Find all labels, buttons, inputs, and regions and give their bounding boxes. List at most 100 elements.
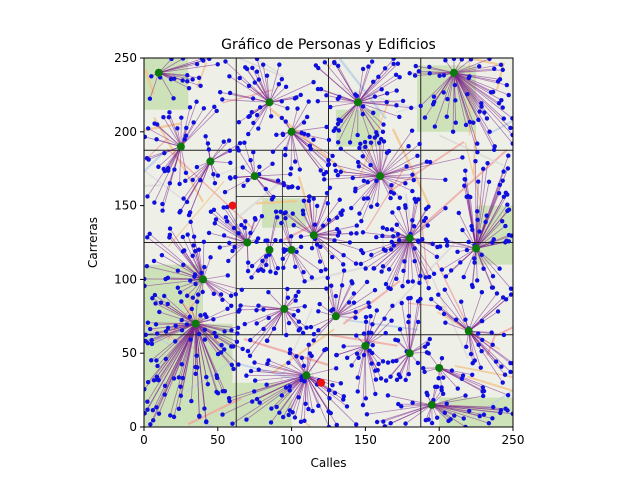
person-link bbox=[254, 362, 307, 376]
person-link bbox=[238, 150, 256, 177]
person-point bbox=[356, 164, 362, 169]
person-point bbox=[477, 64, 482, 69]
person-point bbox=[188, 219, 193, 225]
person-point bbox=[508, 125, 513, 131]
person-link bbox=[313, 205, 318, 236]
person-point bbox=[194, 61, 200, 67]
person-point bbox=[368, 162, 373, 168]
person-point bbox=[321, 223, 326, 228]
person-point bbox=[339, 283, 345, 288]
person-point bbox=[376, 361, 381, 367]
person-point bbox=[249, 109, 254, 115]
person-point bbox=[301, 198, 307, 204]
person-link bbox=[405, 353, 411, 380]
person-link bbox=[195, 323, 198, 356]
person-point bbox=[468, 58, 474, 62]
person-point bbox=[327, 185, 333, 191]
person-link bbox=[190, 323, 197, 402]
person-point bbox=[463, 393, 468, 398]
person-point bbox=[296, 319, 302, 324]
person-point bbox=[264, 73, 270, 78]
person-point bbox=[444, 401, 449, 406]
person-point bbox=[363, 314, 369, 320]
person-point bbox=[410, 172, 415, 177]
person-link bbox=[215, 219, 248, 243]
person-link bbox=[338, 101, 359, 121]
person-point bbox=[388, 195, 393, 201]
person-link bbox=[306, 375, 357, 425]
person-point bbox=[356, 355, 361, 360]
person-point bbox=[432, 124, 438, 129]
person-point bbox=[456, 210, 462, 216]
person-point bbox=[354, 422, 359, 427]
person-link bbox=[283, 308, 287, 336]
person-point bbox=[442, 410, 447, 416]
building-point bbox=[309, 231, 318, 240]
person-point bbox=[436, 292, 441, 297]
person-point bbox=[341, 344, 346, 349]
person-link bbox=[169, 237, 204, 280]
person-point bbox=[152, 292, 158, 298]
person-point bbox=[501, 194, 507, 199]
person-link bbox=[444, 289, 470, 332]
person-link bbox=[379, 152, 388, 177]
person-point bbox=[374, 130, 379, 135]
person-point bbox=[279, 220, 284, 226]
person-point bbox=[222, 347, 227, 352]
person-point bbox=[403, 377, 408, 383]
person-link bbox=[374, 137, 381, 177]
person-point bbox=[479, 104, 484, 109]
person-point bbox=[418, 103, 423, 109]
person-point bbox=[214, 373, 219, 378]
person-link bbox=[252, 374, 307, 402]
person-point bbox=[163, 276, 168, 282]
person-point bbox=[501, 169, 506, 174]
person-point bbox=[439, 267, 445, 272]
person-point bbox=[245, 177, 250, 183]
person-point bbox=[466, 239, 471, 245]
person-point bbox=[280, 414, 286, 420]
person-point bbox=[165, 325, 171, 331]
person-point bbox=[221, 205, 226, 210]
person-point bbox=[247, 353, 253, 359]
person-point bbox=[225, 273, 231, 278]
person-link bbox=[379, 130, 413, 177]
person-point bbox=[249, 399, 255, 404]
street-line bbox=[302, 265, 368, 284]
person-point bbox=[407, 71, 412, 76]
person-point bbox=[145, 126, 151, 131]
person-point bbox=[479, 101, 484, 106]
person-point bbox=[363, 266, 368, 271]
person-link bbox=[364, 146, 381, 177]
person-link bbox=[183, 264, 204, 280]
person-point bbox=[491, 404, 496, 410]
person-point bbox=[228, 160, 233, 165]
person-point bbox=[443, 274, 449, 279]
person-point bbox=[292, 415, 298, 420]
person-point bbox=[422, 115, 428, 120]
street-line bbox=[297, 176, 313, 219]
person-point bbox=[309, 275, 315, 280]
person-point bbox=[353, 315, 358, 320]
person-point bbox=[364, 412, 370, 417]
person-point bbox=[202, 264, 207, 270]
person-point bbox=[506, 92, 511, 98]
person-link bbox=[468, 330, 497, 362]
person-point bbox=[426, 417, 431, 422]
person-point bbox=[420, 237, 425, 242]
person-point bbox=[160, 208, 165, 213]
person-point bbox=[263, 238, 268, 243]
person-point bbox=[353, 309, 358, 315]
person-point bbox=[189, 306, 195, 312]
person-point bbox=[172, 167, 177, 172]
person-point bbox=[505, 166, 511, 171]
person-link bbox=[210, 140, 230, 162]
person-point bbox=[403, 205, 408, 211]
person-point bbox=[500, 105, 505, 110]
person-point bbox=[213, 217, 219, 222]
person-point bbox=[455, 386, 460, 391]
person-point bbox=[165, 165, 171, 171]
person-point bbox=[163, 356, 169, 362]
person-point bbox=[309, 245, 315, 251]
person-point bbox=[195, 292, 201, 297]
